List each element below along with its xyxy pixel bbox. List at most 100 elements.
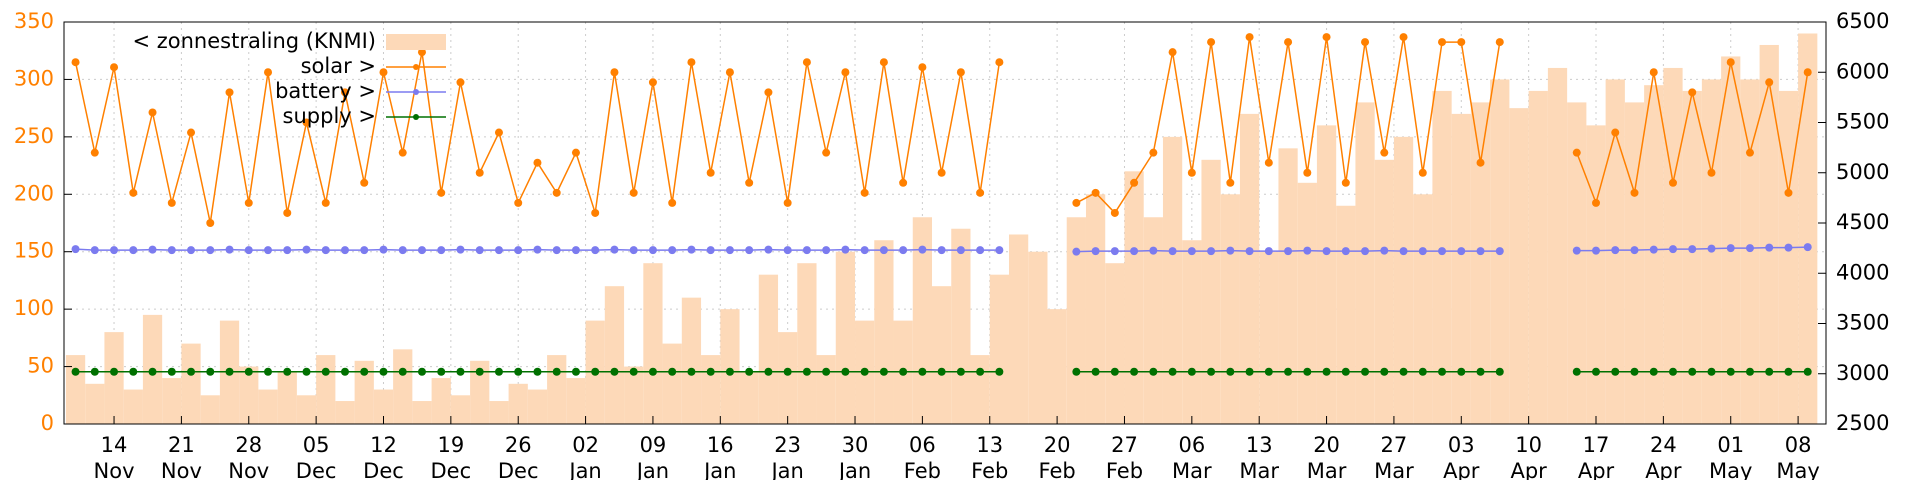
radiation-bar (1393, 136, 1414, 424)
series-point (1361, 367, 1370, 376)
series-point (1130, 178, 1139, 187)
series-point (283, 246, 292, 255)
series-point (110, 246, 119, 255)
radiation-bar (1798, 33, 1818, 424)
y-tick-label: 50 (27, 354, 54, 378)
series-point (90, 367, 99, 376)
radiation-bar (951, 228, 971, 424)
series-point (1303, 367, 1312, 376)
series-point (71, 58, 80, 67)
series-point (1207, 367, 1216, 376)
series-point (1745, 244, 1754, 253)
series-point (1726, 58, 1735, 67)
series-point (745, 178, 754, 187)
series-point (1707, 367, 1716, 376)
series-point (591, 208, 600, 217)
series-point (379, 367, 388, 376)
radiation-bar (566, 378, 586, 424)
radiation-bar (662, 343, 682, 424)
series-point (321, 198, 330, 207)
y-tick-label: 100 (14, 296, 54, 320)
series-point (1572, 148, 1581, 157)
series-point (1303, 168, 1312, 177)
series-point (802, 367, 811, 376)
series-point (976, 188, 985, 197)
series-point (745, 367, 754, 376)
series-point (456, 367, 465, 376)
series-point (1630, 188, 1639, 197)
series-point (206, 367, 215, 376)
series-point (1745, 148, 1754, 157)
radiation-bar (1528, 90, 1548, 424)
radiation-bar (874, 240, 894, 424)
x-tick-label: 26 (505, 433, 532, 457)
series-point (860, 188, 869, 197)
x-tick-label: Jan (567, 459, 601, 480)
x-tick-label: Jan (702, 459, 736, 480)
series-point (437, 188, 446, 197)
series-point (129, 367, 138, 376)
series-point (148, 108, 157, 117)
series-point (1592, 367, 1601, 376)
series-point (1611, 128, 1620, 137)
legend-label: supply > (283, 104, 376, 128)
series-point (995, 246, 1004, 255)
series-point (1457, 367, 1466, 376)
series-point (514, 367, 523, 376)
radiation-bar (816, 355, 836, 424)
series-point (1438, 367, 1447, 376)
series-point (225, 88, 234, 97)
series-point (110, 63, 119, 72)
series-point (437, 246, 446, 255)
series-point (1745, 367, 1754, 376)
series-point (1264, 247, 1273, 256)
series-point (148, 245, 157, 254)
series-point (475, 246, 484, 255)
series-point (456, 245, 465, 254)
series-point (591, 367, 600, 376)
series-line (74, 52, 1001, 224)
x-tick-label: 30 (842, 433, 869, 457)
series-point (591, 246, 600, 255)
y2-tick-label: 5500 (1836, 110, 1889, 134)
radiation-bar (681, 297, 702, 424)
series-point (129, 246, 138, 255)
series-point (822, 148, 831, 157)
y-tick-label: 0 (41, 411, 54, 435)
y2-tick-label: 6500 (1836, 9, 1889, 33)
series-point (90, 246, 99, 255)
x-tick-label: Dec (431, 459, 472, 480)
radiation-bar (200, 395, 220, 424)
series-point (1149, 148, 1158, 157)
series-point (1476, 158, 1485, 167)
radiation-bar (335, 401, 355, 424)
series-point (706, 246, 715, 255)
series-point (1149, 367, 1158, 376)
series-point (552, 367, 561, 376)
series-point (1264, 367, 1273, 376)
series-point (1130, 367, 1139, 376)
series-point (668, 246, 677, 255)
series-point (1803, 243, 1812, 252)
x-tick-label: Jan (837, 459, 871, 480)
x-tick-label: Feb (1106, 459, 1143, 480)
series-point (1187, 367, 1196, 376)
radiation-bar (547, 355, 567, 424)
x-tick-label: 10 (1515, 433, 1542, 457)
legend-label: < zonnestraling (KNMI) (132, 29, 376, 53)
series-point (225, 367, 234, 376)
radiation-bar (489, 401, 509, 424)
series-point (1110, 367, 1119, 376)
series-point (244, 246, 253, 255)
radiation-bar (720, 309, 740, 424)
radiation-bar (701, 355, 721, 424)
series-point (1418, 168, 1427, 177)
series-point (1091, 188, 1100, 197)
radiation-bar (835, 251, 856, 424)
x-tick-label: 12 (370, 433, 397, 457)
legend-point (413, 64, 419, 70)
series-point (1418, 247, 1427, 256)
x-tick-label: 14 (101, 433, 128, 457)
series-point (552, 188, 561, 197)
